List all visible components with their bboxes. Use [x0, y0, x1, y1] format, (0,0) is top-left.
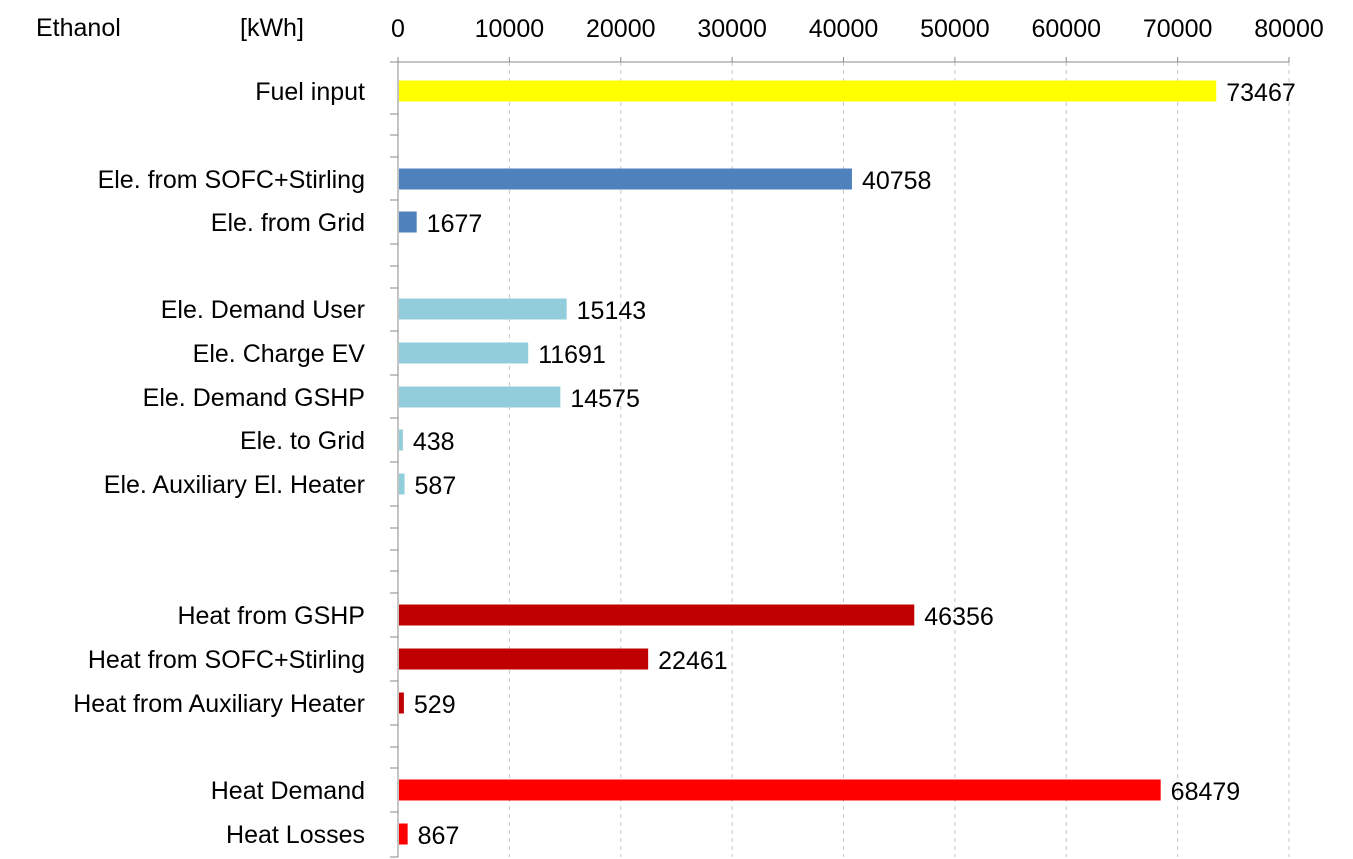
bar: [399, 823, 408, 845]
category-label: Ele. to Grid: [240, 427, 365, 455]
category-label: Ele. Demand User: [161, 296, 365, 324]
bar: [399, 604, 915, 626]
bar: [399, 473, 405, 495]
x-tick-label: 60000: [1031, 15, 1101, 43]
data-label: 11691: [538, 341, 606, 369]
x-tick-label: 70000: [1143, 15, 1213, 43]
data-label: 15143: [577, 297, 647, 325]
category-label: Heat from SOFC+Stirling: [88, 646, 365, 674]
data-label: 40758: [862, 167, 932, 195]
data-label: 587: [415, 472, 457, 500]
data-label: 867: [418, 822, 460, 850]
bar: [399, 342, 529, 364]
bar: [399, 779, 1161, 801]
data-label: 73467: [1226, 79, 1296, 107]
category-label: Heat from Auxiliary Heater: [73, 690, 365, 718]
category-label: Heat Demand: [211, 777, 365, 805]
bar: [399, 386, 561, 408]
x-tick-label: 20000: [586, 15, 656, 43]
data-label: 22461: [658, 647, 728, 675]
unit-label: [kWh]: [240, 14, 304, 42]
data-label: 529: [414, 691, 456, 719]
x-tick-label: 0: [391, 15, 405, 43]
category-label: Ele. Demand GSHP: [143, 384, 365, 412]
category-label: Ele. from Grid: [211, 209, 365, 237]
data-label: 46356: [924, 603, 994, 631]
category-label: Fuel input: [255, 78, 365, 106]
data-label: 14575: [570, 385, 640, 413]
x-tick-label: 30000: [697, 15, 767, 43]
x-tick-label: 50000: [920, 15, 990, 43]
chart-title: Ethanol: [36, 14, 121, 42]
data-label: 1677: [427, 210, 483, 238]
category-label: Ele. Auxiliary El. Heater: [104, 471, 365, 499]
x-tick-label: 10000: [475, 15, 545, 43]
category-label: Heat from GSHP: [177, 602, 365, 630]
bar: [399, 648, 649, 670]
data-label: 438: [413, 428, 455, 456]
bar: [399, 429, 403, 451]
category-label: Ele. from SOFC+Stirling: [98, 166, 365, 194]
data-label: 68479: [1171, 778, 1241, 806]
bar: [399, 298, 567, 320]
bar: [399, 80, 1217, 102]
x-tick-label: 40000: [809, 15, 879, 43]
x-tick-label: 80000: [1254, 15, 1324, 43]
bar: [399, 692, 404, 714]
bar: [399, 168, 852, 190]
bar: [399, 211, 417, 233]
category-label: Ele. Charge EV: [193, 340, 366, 368]
category-label: Heat Losses: [226, 821, 365, 849]
